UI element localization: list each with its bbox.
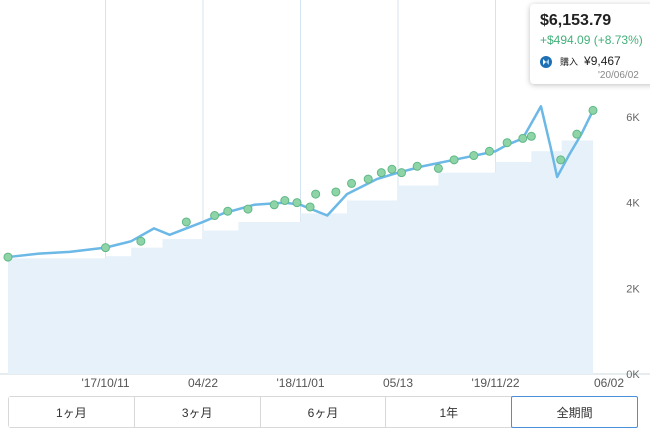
x-tick-label: 04/22: [188, 376, 218, 390]
x-tick-label: '17/10/11: [81, 376, 129, 390]
purchase-marker: [556, 155, 566, 165]
tab-1-year[interactable]: 1年: [386, 397, 513, 427]
tab-all-time[interactable]: 全期間: [511, 396, 638, 428]
purchase-marker: [3, 252, 13, 262]
purchase-marker: [101, 243, 110, 253]
purchase-marker: [376, 168, 386, 178]
tooltip-amount: ¥9,467: [584, 54, 621, 68]
x-tick-label: 06/02: [594, 376, 624, 390]
tooltip-buy-label: 購入: [560, 56, 579, 67]
purchase-marker: [280, 196, 290, 206]
tooltip-purchase-row: 購入 ¥9,467: [540, 54, 650, 68]
principal-area-layer: [8, 131, 593, 374]
tooltip-value: $6,153.79: [540, 12, 612, 29]
purchase-marker: [412, 161, 422, 171]
purchase-marker: [397, 168, 407, 178]
tab-1-month[interactable]: 1ヶ月: [9, 397, 135, 427]
purchase-marker: [449, 155, 459, 165]
purchase-marker: [518, 133, 528, 143]
portfolio-chart[interactable]: '17/10/11 04/22 '18/11/01 05/13 '19/11/22 06/…: [0, 0, 650, 390]
value-line: [7, 105, 595, 259]
tab-3-months[interactable]: 3ヶ月: [134, 397, 261, 427]
tab-6-months[interactable]: 6ヶ月: [260, 397, 387, 427]
purchase-marker: [588, 105, 598, 115]
tooltip-date: '20/06/02: [598, 70, 639, 81]
purchase-marker: [136, 236, 146, 246]
principal-area: [8, 131, 593, 374]
purchase-marker: [223, 206, 233, 216]
purchase-marker: [210, 211, 220, 221]
purchase-marker: [243, 204, 253, 214]
x-tick-label: '18/11/01: [276, 376, 324, 390]
purchase-marker: [363, 174, 373, 184]
purchase-marker: [311, 189, 321, 199]
value-tooltip: $6,153.79 +$494.09 (+8.73%) 購入 ¥9,467 '2…: [530, 4, 650, 84]
x-tick-label: '19/11/22: [471, 376, 519, 390]
purchase-marker: [526, 131, 536, 141]
y-tick-labels: 0K 2K 4K 6K: [626, 112, 640, 381]
purchase-marker: [387, 164, 397, 174]
purchase-marker: [292, 198, 302, 208]
range-tabs: 1ヶ月 3ヶ月 6ヶ月 1年 全期間: [8, 396, 638, 428]
y-tick-label: 2K: [626, 283, 640, 295]
x-tick-labels: '17/10/11 04/22 '18/11/01 05/13 '19/11/22 06/…: [81, 376, 624, 390]
y-tick-label: 6K: [626, 112, 640, 124]
value-line-layer: [7, 105, 595, 259]
purchase-marker: [181, 217, 191, 227]
purchase-marker: [331, 187, 341, 197]
purchase-marker: [572, 129, 582, 139]
purchase-marker: [484, 146, 494, 156]
y-tick-label: 0K: [626, 369, 640, 381]
tooltip-change: +$494.09 (+8.73%): [540, 33, 643, 47]
purchase-markers-layer: [3, 105, 598, 262]
purchase-marker: [347, 178, 357, 188]
purchase-marker: [469, 151, 479, 161]
y-tick-label: 4K: [626, 198, 640, 210]
purchase-marker: [305, 202, 315, 212]
chart-svg: '17/10/11 04/22 '18/11/01 05/13 '19/11/22 06/…: [0, 0, 650, 390]
purchase-marker: [502, 138, 512, 148]
buy-arrows-icon: [540, 55, 552, 68]
purchase-marker: [269, 200, 279, 210]
purchase-marker: [433, 163, 443, 173]
x-tick-label: 05/13: [383, 376, 413, 390]
